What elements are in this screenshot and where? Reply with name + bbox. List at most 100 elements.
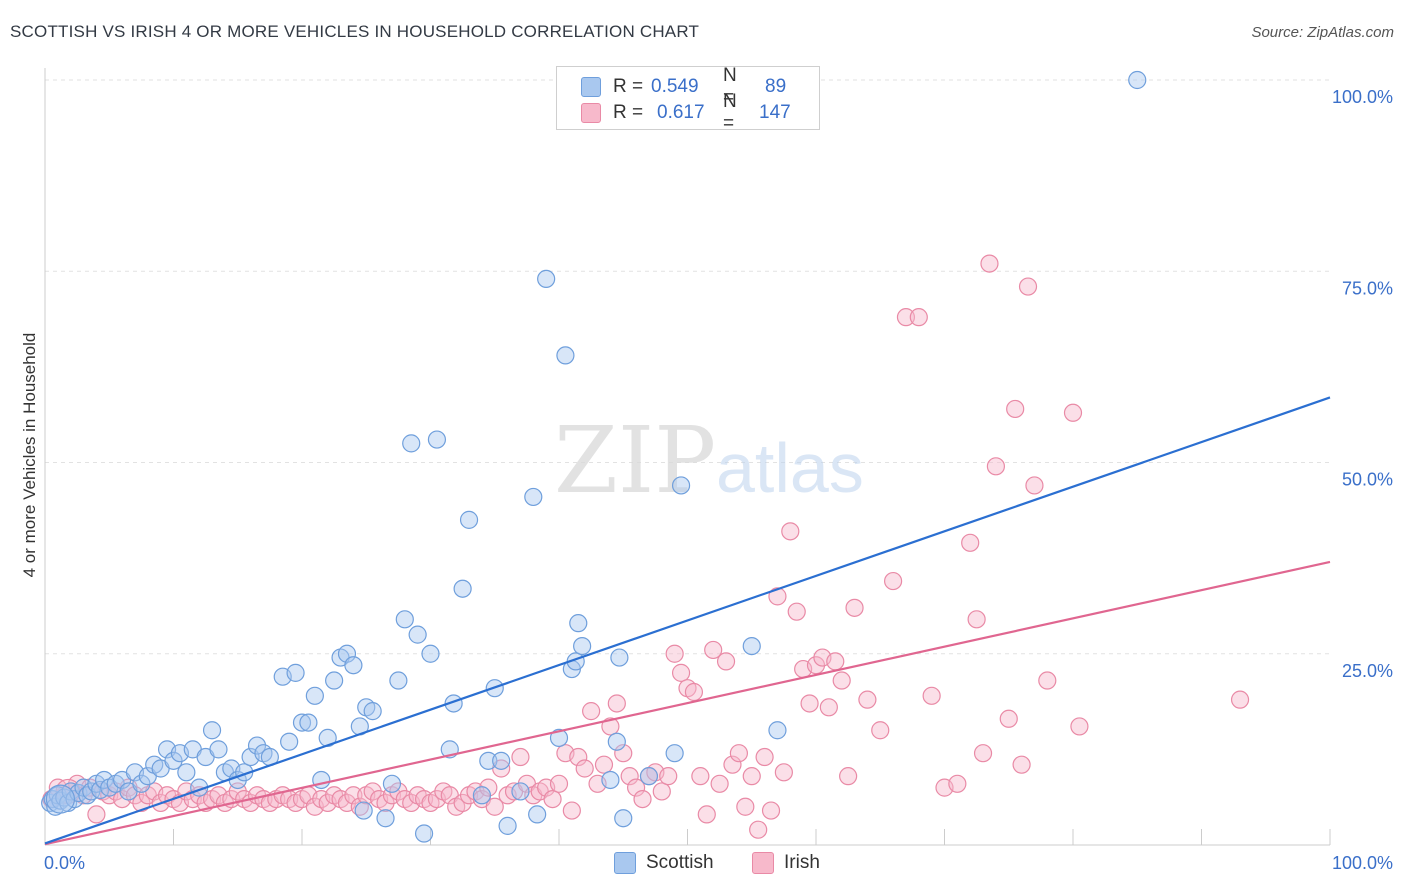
data-point-irish [684, 682, 704, 702]
legend-row-irish: R = 0.617 N = 147 [581, 91, 791, 134]
data-point-scottish [511, 782, 530, 801]
data-point-scottish [742, 636, 761, 656]
source-label: Source: ZipAtlas.com [1251, 24, 1394, 41]
data-point-scottish [665, 744, 684, 763]
data-point-irish [723, 755, 742, 774]
data-point-irish [999, 709, 1018, 728]
data-point-irish [883, 571, 903, 591]
data-point-irish [620, 767, 639, 786]
data-point-irish [826, 652, 845, 671]
data-point-irish [787, 602, 806, 621]
tick-labels: 25.0% 50.0% 75.0% 100.0% 0.0% 100.0% [44, 87, 1393, 873]
data-point-irish [665, 644, 684, 663]
data-point-irish [704, 640, 723, 660]
legend-swatch-scottish [614, 852, 636, 874]
data-point-irish [511, 747, 530, 767]
data-point-scottish [524, 487, 543, 507]
data-point-irish [980, 254, 999, 273]
data-point-scottish [286, 663, 305, 682]
legend-r-label: R = [613, 102, 644, 123]
data-point-irish [671, 663, 691, 682]
legend-n-value: 147 [759, 102, 791, 123]
data-point-scottish [472, 786, 491, 805]
data-point-scottish [671, 476, 691, 495]
data-point-irish [948, 774, 967, 793]
data-point-irish [922, 686, 941, 705]
data-point-scottish [414, 824, 434, 843]
data-point-scottish [498, 816, 517, 835]
data-point-irish [1230, 690, 1250, 709]
data-point-irish [626, 778, 646, 797]
data-point-scottish [337, 644, 357, 663]
data-point-scottish [639, 767, 659, 786]
data-point-irish [569, 747, 588, 767]
data-point-irish [344, 786, 363, 805]
data-point-scottish [421, 644, 440, 663]
data-point-irish [633, 789, 652, 809]
data-point-irish [485, 797, 504, 816]
data-point-irish [549, 774, 569, 793]
data-point-irish [716, 652, 736, 671]
scottish-points [41, 70, 1147, 843]
data-point-irish [87, 805, 106, 824]
legend-row-scottish: R = 0.549 N = 89 [581, 65, 787, 108]
y-tick-label: 75.0% [1342, 278, 1393, 298]
data-point-irish [575, 759, 594, 778]
data-point-scottish [325, 671, 344, 690]
data-point-irish [986, 457, 1006, 476]
data-point-irish [543, 789, 562, 809]
data-point-irish [845, 598, 864, 617]
data-point-irish [858, 690, 877, 709]
data-point-scottish [45, 784, 76, 814]
data-point-irish [761, 801, 781, 820]
data-point-scottish [453, 579, 472, 598]
data-point-scottish [292, 713, 312, 732]
x-tick-label: 100.0% [1332, 853, 1393, 873]
watermark: ZIP atlas [554, 407, 864, 514]
data-point-irish [839, 767, 858, 786]
data-point-irish [582, 702, 601, 721]
chart-title: SCOTTISH VS IRISH 4 OR MORE VEHICLES IN … [10, 22, 700, 41]
data-point-irish [781, 522, 800, 541]
data-point-irish [1070, 717, 1089, 736]
data-point-irish [768, 587, 787, 606]
data-point-scottish [573, 636, 592, 656]
legend-n-value: 89 [765, 76, 787, 97]
data-point-irish [896, 308, 916, 327]
data-point-irish [659, 767, 678, 786]
data-point-scottish [382, 774, 402, 793]
data-point-scottish [402, 434, 421, 453]
data-point-scottish [607, 732, 626, 751]
data-point-irish [800, 694, 819, 713]
legend-n-label: N = [723, 91, 737, 134]
data-point-irish [607, 694, 626, 713]
data-point-irish [601, 717, 620, 736]
data-point-irish [1038, 671, 1057, 690]
series-legend: Scottish Irish [0, 852, 1406, 878]
data-point-irish [614, 744, 633, 763]
data-point-scottish [556, 346, 575, 365]
legend-r-label: R = [613, 76, 644, 97]
data-point-irish [871, 721, 890, 740]
data-point-irish [729, 744, 749, 763]
data-point-scottish [492, 751, 511, 770]
data-point-scottish [610, 648, 629, 667]
data-point-scottish [209, 740, 228, 759]
data-point-scottish [389, 671, 408, 690]
data-point-irish [832, 671, 851, 690]
legend-swatch-scottish [581, 77, 601, 97]
data-point-scottish [354, 801, 373, 820]
data-point-scottish [601, 770, 620, 790]
data-point-scottish [427, 430, 447, 449]
data-point-scottish [1128, 70, 1147, 90]
data-point-scottish [479, 751, 498, 770]
data-point-scottish [305, 686, 324, 705]
trend-lines [44, 396, 1331, 846]
data-point-scottish [768, 721, 787, 740]
data-point-scottish [614, 809, 633, 828]
data-point-irish [1006, 399, 1025, 419]
data-point-irish [736, 797, 755, 816]
data-point-irish [594, 755, 614, 774]
data-point-irish [697, 805, 716, 824]
